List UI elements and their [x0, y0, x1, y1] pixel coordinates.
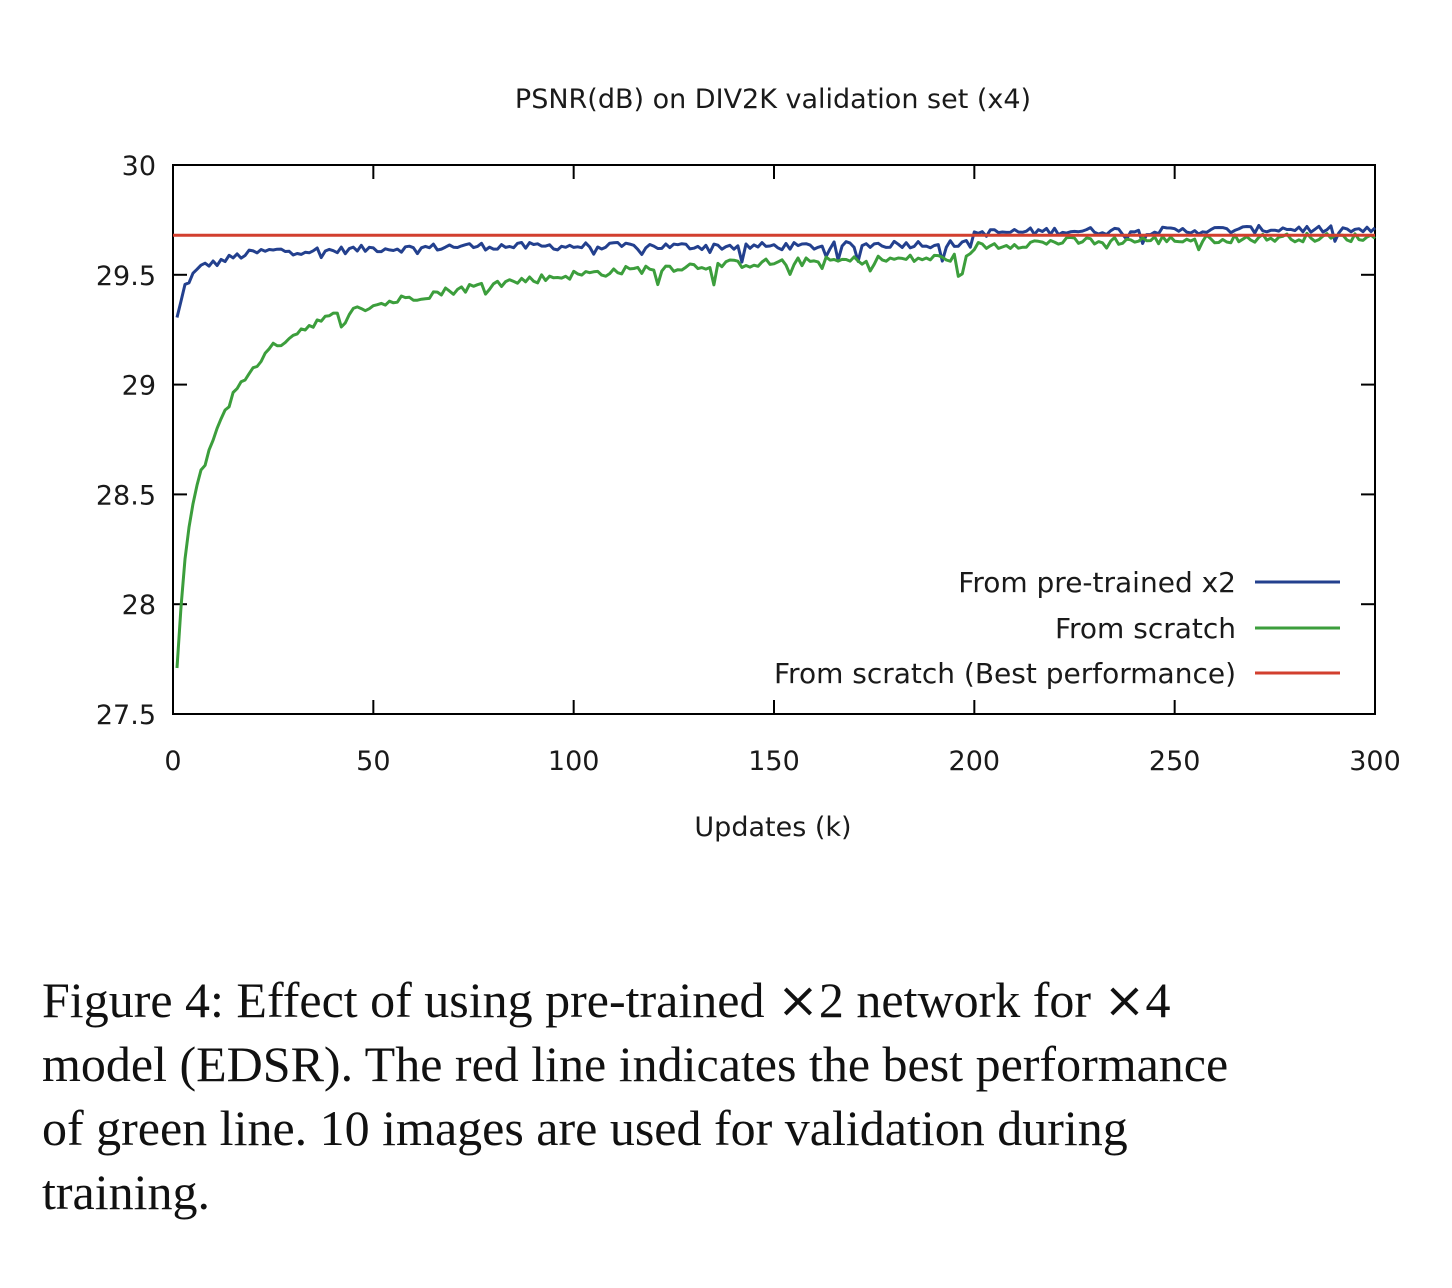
psnr-chart: PSNR(dB) on DIV2K validation set (x4) 0 5…	[96, 84, 1401, 843]
caption-line-2: model (EDSR). The red line indicates the…	[42, 1036, 1229, 1092]
x-tick-label: 150	[748, 746, 800, 777]
y-tick-label: 28.5	[96, 480, 156, 511]
y-tick-label: 28	[122, 590, 156, 621]
y-tick-label: 29	[122, 371, 156, 402]
legend-label-1: From scratch	[1055, 612, 1236, 645]
x-tick-label: 200	[949, 746, 1001, 777]
figure-caption: Figure 4: Effect of using pre-trained ×2…	[42, 968, 1432, 1224]
x-tick-label: 0	[164, 746, 181, 777]
chart-title: PSNR(dB) on DIV2K validation set (x4)	[515, 84, 1031, 115]
legend-label-2: From scratch (Best performance)	[774, 657, 1236, 690]
series-line-0	[175, 224, 1377, 318]
legend-label-0: From pre-trained x2	[958, 566, 1236, 599]
caption-line-3: of green line. 10 images are used for va…	[42, 1100, 1128, 1156]
y-tick-label: 29.5	[96, 261, 156, 292]
y-tick-label: 27.5	[96, 700, 156, 731]
x-tick-label: 50	[356, 746, 390, 777]
x-tick-label: 100	[548, 746, 600, 777]
x-tick-label: 250	[1149, 746, 1201, 777]
caption-line-1: Figure 4: Effect of using pre-trained ×2…	[42, 971, 1171, 1029]
caption-line-4: training.	[42, 1164, 211, 1220]
x-tick-label: 300	[1349, 746, 1401, 777]
y-tick-label: 30	[122, 151, 156, 182]
series-line-1	[175, 231, 1376, 669]
x-axis-title: Updates (k)	[694, 812, 851, 843]
